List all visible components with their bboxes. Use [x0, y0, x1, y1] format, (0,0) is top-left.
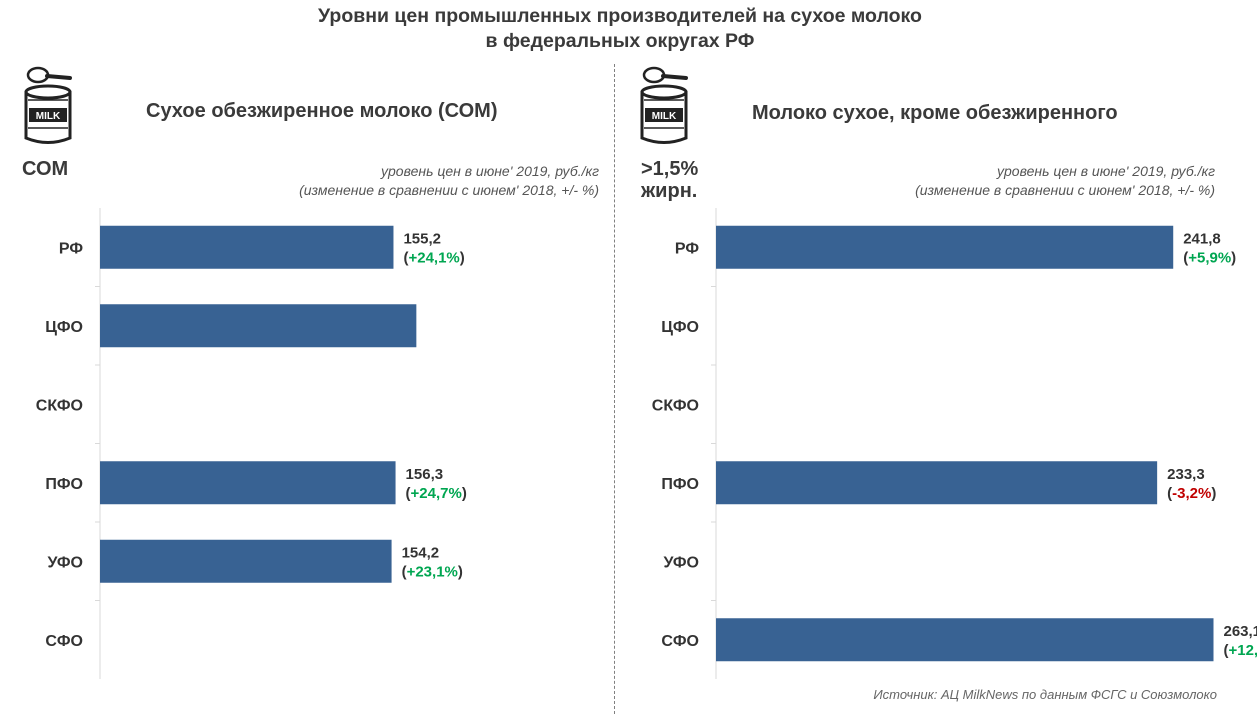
category-label: УФО — [664, 554, 699, 571]
data-label-change: (+24,7%) — [406, 485, 467, 502]
bar — [100, 304, 417, 348]
bar — [100, 461, 396, 505]
data-label-change: (+5,9%) — [1183, 249, 1236, 266]
right-panel-title: Молоко сухое, кроме обезжиренного — [752, 102, 1118, 124]
data-label-value: 156,3 — [406, 466, 444, 483]
left-panel-title: Сухое обезжиренное молоко (СОМ) — [146, 100, 498, 122]
right-subtitle-line2: (изменение в сравнении с июнем' 2018, +/… — [915, 182, 1215, 198]
right-side-label: >1,5% жирн. — [641, 158, 698, 202]
milk-powder-can-icon: MILK — [24, 66, 72, 144]
svg-text:MILK: MILK — [36, 111, 61, 122]
category-label: УФО — [48, 554, 83, 571]
left-side-label: СОМ — [22, 158, 69, 180]
source-note: Источник: АЦ MilkNews по данным ФСГС и С… — [873, 687, 1217, 702]
svg-text:MILK: MILK — [652, 111, 677, 122]
right-subtitle: уровень цен в июне' 2019, руб./кг (измен… — [915, 162, 1215, 200]
bar — [716, 618, 1214, 662]
chart-main-title: Уровни цен промышленных производителей н… — [0, 4, 1240, 54]
left-subtitle-line1: уровень цен в июне' 2019, руб./кг — [381, 163, 599, 179]
category-label: ЦФО — [45, 319, 83, 336]
right-bar-chart: РФ 241,8 (+5,9%) ЦФО СКФО ПФО 233,3 (-3,2%) УФО С… — [652, 208, 1257, 679]
bar — [100, 539, 392, 583]
left-bar-chart: РФ 155,2 (+24,1%) ЦФО СКФО ПФО 156,3 (+24,7%) УФ… — [36, 208, 467, 679]
panel-divider — [614, 64, 615, 714]
bar — [716, 461, 1158, 505]
main-title-line1: Уровни цен промышленных производителей н… — [318, 5, 922, 27]
category-label: СКФО — [36, 397, 83, 414]
left-subtitle: уровень цен в июне' 2019, руб./кг (измен… — [299, 162, 599, 200]
category-label: СКФО — [652, 397, 699, 414]
data-label-value: 241,8 — [1183, 230, 1221, 247]
data-label-change: (+12,8%) — [1223, 642, 1257, 659]
bar — [100, 225, 394, 269]
category-label: СФО — [661, 633, 699, 650]
category-label: ПФО — [45, 476, 83, 493]
category-label: РФ — [675, 240, 699, 257]
right-side-label-line1: >1,5% — [641, 158, 699, 180]
data-label-value: 263,1 — [1223, 623, 1257, 640]
data-label-change: (+24,1%) — [403, 249, 464, 266]
data-label-value: 154,2 — [402, 544, 440, 561]
category-label: ПФО — [661, 476, 699, 493]
data-label-change: (-3,2%) — [1167, 485, 1216, 502]
category-label: СФО — [45, 633, 83, 650]
milk-powder-can-icon: MILK — [640, 66, 688, 144]
data-label-value: 233,3 — [1167, 466, 1205, 483]
category-label: РФ — [59, 240, 83, 257]
data-label-change: (+23,1%) — [402, 563, 463, 580]
left-subtitle-line2: (изменение в сравнении с июнем' 2018, +/… — [299, 182, 599, 198]
bar — [716, 225, 1174, 269]
main-title-line2: в федеральных округах РФ — [485, 30, 755, 52]
right-side-label-line2: жирн. — [641, 180, 698, 202]
data-label-value: 155,2 — [403, 230, 441, 247]
category-label: ЦФО — [661, 319, 699, 336]
right-subtitle-line1: уровень цен в июне' 2019, руб./кг — [997, 163, 1215, 179]
